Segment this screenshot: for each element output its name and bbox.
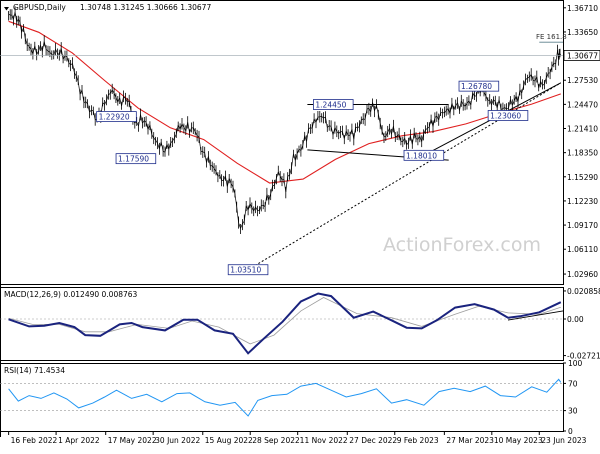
swing-label: 1.03510 [230, 266, 261, 275]
price-bar-link [237, 207, 239, 223]
symbol-label: GBPUSD,Daily [13, 3, 66, 12]
x-tick-label: 9 Feb 2023 [397, 436, 439, 445]
price-bar-link [244, 206, 246, 221]
price-bar-link [24, 28, 26, 39]
price-bar-link [354, 127, 356, 139]
price-y-tick-label: 1.36710 [567, 4, 598, 13]
price-bar-link [82, 90, 84, 103]
macd-y-tick-label: 0.00 [567, 315, 584, 324]
rsi-y-tick-label: 100 [568, 359, 583, 368]
macd-pane: MACD(12,26,9) 0.012490 0.008763 0.020858 0… [0, 287, 600, 361]
price-bar-link [235, 194, 237, 207]
x-tick-label: 23 Jun 2023 [541, 436, 586, 445]
price-y-tick-label: 1.09170 [567, 221, 598, 230]
price-bar-link [376, 105, 378, 114]
price-bar-link [205, 153, 207, 163]
price-y-tick-label: 1.15290 [567, 173, 598, 182]
price-bar-link [518, 90, 520, 102]
price-y-tick-label: 1.24470 [567, 100, 598, 109]
price-bar-link [286, 176, 288, 192]
swing-label: 1.18010 [406, 151, 437, 160]
price-header: GBPUSD,Daily 1.30748 1.31245 1.30666 1.30… [4, 3, 211, 12]
collapse-triangle-icon [4, 7, 9, 11]
price-y-tick-label: 1.27530 [567, 76, 598, 85]
x-tick-label: 16 Feb 2022 [11, 436, 58, 445]
fib-label: FE 161.8 [536, 33, 567, 41]
watermark-text: ActionForex.com [383, 234, 541, 256]
last-price-tag: 1.30677 [564, 50, 600, 60]
price-y-tick-label: 1.12230 [567, 197, 598, 206]
price-bar-link [556, 50, 558, 64]
price-bar-link [307, 129, 309, 142]
last-price-tag-label: 1.30677 [567, 51, 598, 60]
rsi-pane-frame [1, 364, 564, 432]
price-y-tick-label: 1.02960 [567, 270, 598, 279]
rsi-y-tick-label: 70 [568, 379, 578, 388]
swing-label: 1.24450 [315, 101, 346, 110]
macd-header: MACD(12,26,9) 0.012490 0.008763 [4, 290, 138, 299]
ohlc-values: 1.30748 1.31245 1.30666 1.30677 [80, 3, 211, 12]
x-tick-label: 15 Aug 2022 [205, 436, 253, 445]
x-tick-label: 10 May 2023 [494, 436, 543, 445]
rsi-y-tick-label: 0 [568, 427, 573, 436]
x-tick-label: 27 Dec 2022 [349, 436, 397, 445]
x-tick-label: 11 Nov 2022 [300, 436, 348, 445]
fib-extension: FE 161.8 [536, 33, 567, 42]
x-tick-label: 17 May 2022 [108, 436, 157, 445]
price-bar-link [292, 154, 294, 168]
price-y-tick-label: 1.06110 [567, 245, 598, 254]
macd-y-tick-label: 0.020858 [567, 287, 600, 296]
rsi-header: RSI(14) 71.4534 [4, 366, 65, 375]
moving-average-line [9, 21, 561, 183]
swing-label: 1.17590 [118, 155, 149, 164]
price-y-tick-label: 1.33650 [567, 28, 598, 37]
price-bar-link [367, 109, 369, 110]
x-tick-label: 30 Jun 2022 [155, 436, 200, 445]
price-y-tick-label: 1.18350 [567, 149, 598, 158]
x-tick-label: 28 Sep 2022 [252, 436, 300, 445]
rsi-pane: RSI(14) 71.4534 100 70 30 0 [0, 359, 583, 436]
x-tick-label: 1 Apr 2022 [58, 436, 100, 445]
x-tick-label: 27 Mar 2023 [446, 436, 494, 445]
price-bar-link [199, 137, 201, 151]
swing-label: 1.23060 [490, 111, 521, 120]
rsi-y-tick-label: 30 [568, 407, 578, 416]
price-y-tick-label: 1.21410 [567, 125, 598, 134]
swing-label: 1.22920 [99, 113, 130, 122]
macd-line [9, 294, 561, 354]
price-y-axis: 1.367101.336501.305901.275301.244701.214… [563, 4, 598, 279]
swing-label: 1.26780 [461, 82, 492, 91]
pane-frames [1, 0, 564, 437]
price-bar-link [78, 82, 80, 95]
